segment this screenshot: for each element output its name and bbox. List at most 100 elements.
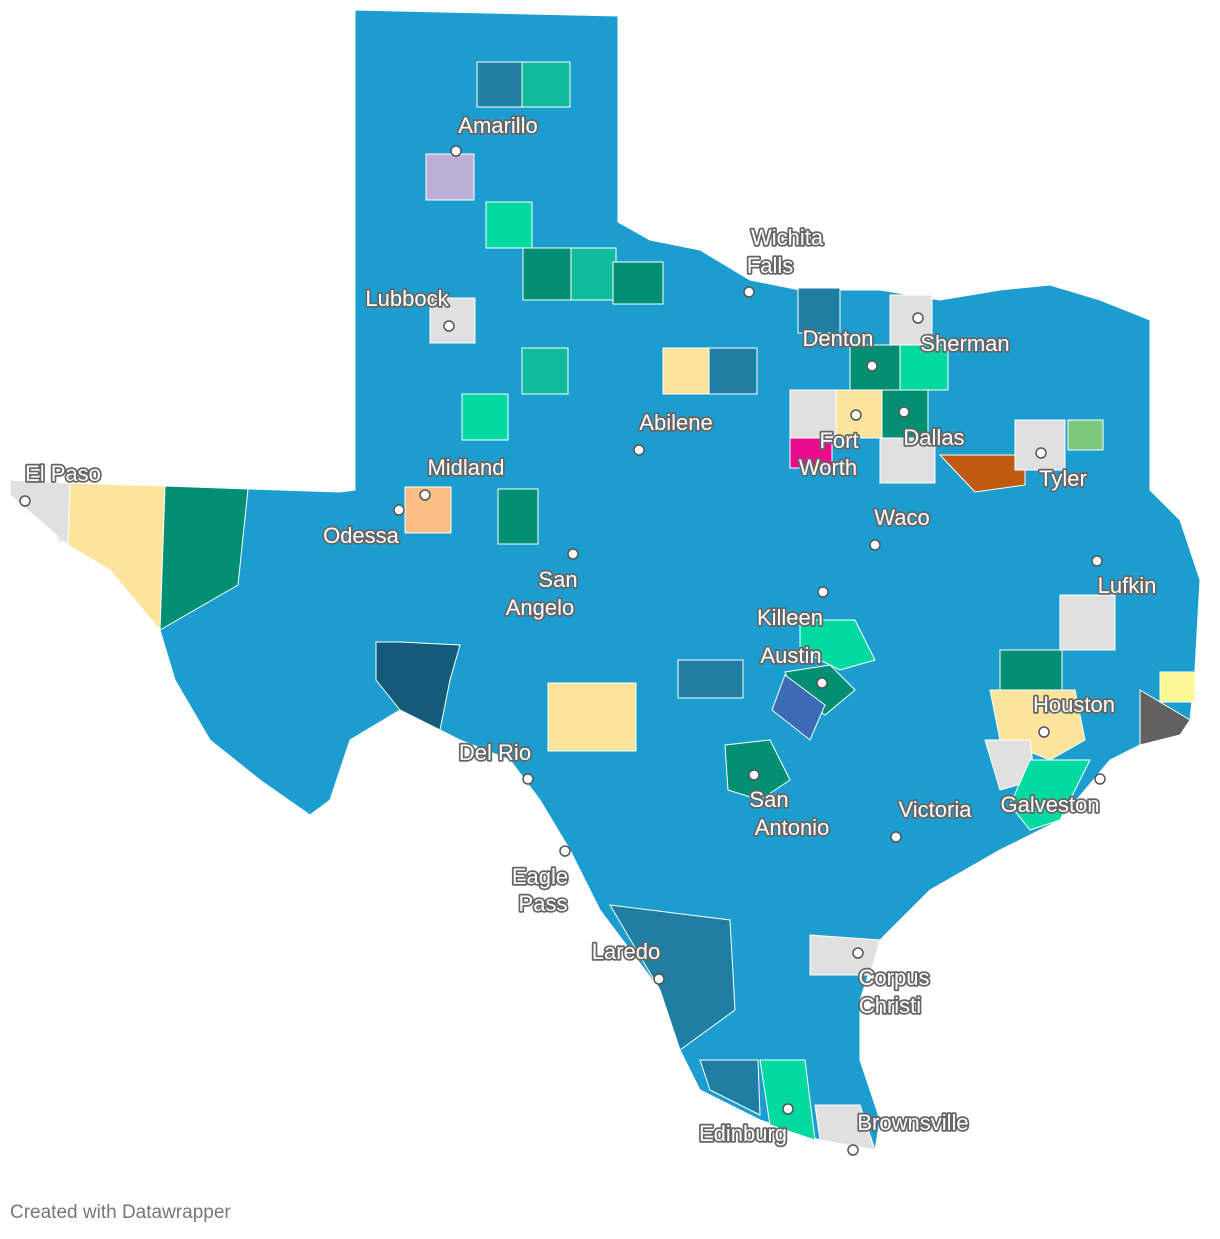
county: [429, 297, 476, 344]
county: [1159, 671, 1196, 703]
county: [879, 437, 936, 484]
county: [375, 641, 461, 731]
city-dot: [850, 409, 862, 421]
city-dot: [522, 773, 534, 785]
city-label: Worth: [799, 455, 857, 480]
city-label: Denton: [803, 326, 874, 351]
county: [1139, 689, 1191, 746]
city-dot: [890, 831, 902, 843]
county: [814, 1104, 876, 1151]
county: [521, 347, 569, 395]
county: [521, 61, 571, 108]
city-label: San: [538, 567, 577, 592]
city-label: San: [749, 787, 788, 812]
county-patches: [9, 61, 1196, 1151]
city-label: Austin: [760, 643, 821, 668]
county: [1014, 419, 1066, 471]
county: [999, 649, 1063, 696]
city-label: Galveston: [1000, 792, 1099, 817]
county: [9, 479, 71, 547]
city-label: Houston: [1033, 692, 1115, 717]
city-dot: [559, 845, 571, 857]
city-label: Falls: [747, 253, 793, 278]
city-label: Laredo: [592, 939, 661, 964]
city-dot: [1038, 726, 1050, 738]
county: [522, 247, 572, 301]
city-dot: [1094, 773, 1106, 785]
city-label: Lubbock: [365, 286, 449, 311]
county: [771, 674, 826, 741]
city-dot: [743, 286, 755, 298]
county: [799, 619, 876, 671]
city-dot: [869, 539, 881, 551]
county: [797, 287, 841, 334]
city-dot: [912, 312, 924, 324]
county: [708, 347, 758, 395]
city-dot: [19, 495, 31, 507]
city-label: Angelo: [506, 595, 575, 620]
city-label: Dallas: [903, 425, 964, 450]
county: [1009, 759, 1091, 831]
city-dot: [817, 586, 829, 598]
city-dot: [393, 504, 405, 516]
county: [899, 344, 949, 391]
city-dot: [443, 320, 455, 332]
county: [570, 247, 617, 301]
county: [461, 393, 509, 441]
city-label: Midland: [427, 455, 504, 480]
city-label: Fort: [819, 428, 858, 453]
county: [67, 482, 166, 632]
county: [476, 61, 523, 108]
city-label: Odessa: [323, 523, 400, 548]
county: [759, 1059, 816, 1141]
city-label: Abilene: [639, 410, 712, 435]
city-label: Killeen: [757, 605, 823, 630]
city-dot: [898, 406, 910, 418]
county: [1059, 594, 1116, 651]
city-dot: [816, 677, 828, 689]
county: [612, 261, 664, 305]
county: [609, 904, 736, 1051]
city-dot: [782, 1103, 794, 1115]
county: [809, 934, 881, 976]
city-dot: [748, 769, 760, 781]
city-label: Waco: [874, 505, 929, 530]
city-label: Eagle: [512, 864, 568, 889]
city-dot: [1035, 447, 1047, 459]
county: [547, 682, 637, 752]
city-label: El Paso: [25, 461, 101, 486]
county: [789, 389, 837, 439]
city-label: Antonio: [755, 815, 830, 840]
county: [889, 294, 933, 346]
city-label: Amarillo: [458, 113, 537, 138]
county: [485, 201, 533, 249]
footer: Created with Datawrapper: [10, 1202, 231, 1223]
county: [724, 739, 791, 801]
county: [662, 347, 710, 395]
city-dot: [847, 1144, 859, 1156]
county: [677, 659, 744, 699]
city-dot: [852, 947, 864, 959]
city-label: Corpus: [859, 965, 930, 990]
city-dot: [633, 444, 645, 456]
county: [1067, 419, 1104, 451]
county: [425, 153, 475, 201]
county: [789, 437, 833, 469]
county: [938, 454, 1026, 493]
city-label: Victoria: [899, 797, 973, 822]
city-label: Del Rio: [459, 740, 531, 765]
county: [699, 1059, 761, 1116]
city-dot: [1091, 555, 1103, 567]
city-label: Edinburg: [699, 1121, 787, 1146]
city-label: Tyler: [1039, 466, 1087, 491]
county: [159, 485, 249, 631]
city-label: Pass: [519, 891, 568, 916]
city-label: Wichita: [751, 225, 824, 250]
city-label: Sherman: [920, 331, 1009, 356]
city-dot: [419, 489, 431, 501]
city-dot: [567, 548, 579, 560]
city-label: Lufkin: [1098, 573, 1157, 598]
city-dot: [866, 360, 878, 372]
